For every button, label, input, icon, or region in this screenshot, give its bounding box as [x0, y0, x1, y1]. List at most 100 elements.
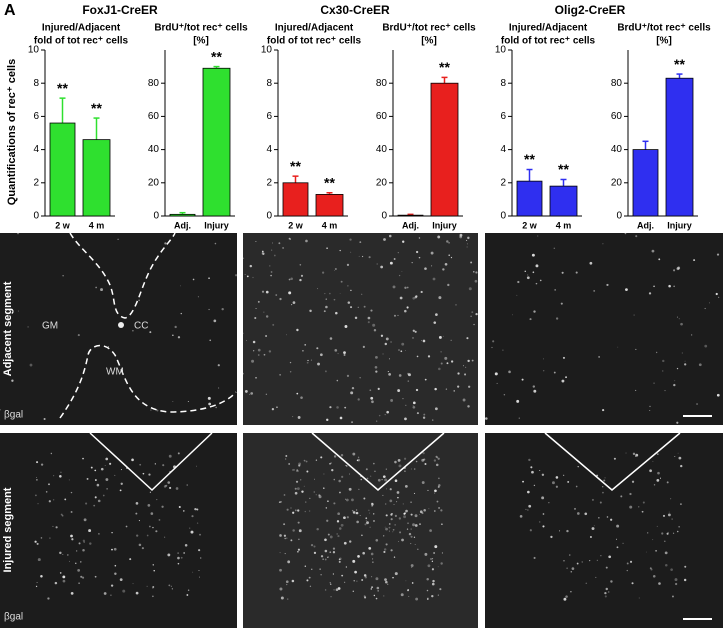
texture-dot — [40, 537, 43, 539]
texture-dot — [680, 464, 683, 468]
texture-dot — [70, 491, 73, 494]
texture-dot — [302, 350, 304, 352]
texture-dot — [401, 342, 405, 346]
texture-dot — [11, 379, 14, 382]
texture-dot — [363, 574, 367, 577]
texture-dot — [279, 374, 281, 376]
y-tick-label: 4 — [500, 144, 506, 155]
texture-dot — [375, 597, 378, 600]
texture-dot — [340, 453, 344, 457]
texture-dot — [261, 290, 265, 293]
texture-dot — [459, 235, 463, 239]
texture-dot — [196, 522, 199, 524]
texture-dot — [673, 285, 675, 288]
texture-dot — [299, 263, 302, 266]
texture-dot — [415, 597, 419, 601]
texture-dot — [392, 528, 395, 531]
chart-subtitle: fold of tot rec⁺ cells — [34, 36, 129, 47]
texture-dot — [333, 589, 335, 591]
texture-dot — [558, 530, 561, 532]
texture-dot — [421, 458, 425, 462]
texture-dot — [533, 556, 536, 559]
texture-dot — [283, 523, 286, 526]
texture-dot — [351, 386, 355, 390]
texture-dot — [177, 562, 180, 565]
texture-dot — [385, 527, 388, 531]
texture-dot — [346, 263, 350, 267]
texture-dot — [29, 363, 33, 367]
texture-dot — [355, 512, 357, 515]
texture-dot — [603, 479, 606, 482]
texture-dot — [390, 341, 392, 343]
texture-dot — [317, 288, 319, 290]
texture-dot — [399, 531, 402, 534]
texture-dot — [555, 485, 558, 488]
texture-dot — [605, 587, 609, 591]
texture-dot — [265, 290, 269, 294]
texture-dot — [283, 494, 286, 496]
significance: ** — [290, 158, 301, 174]
texture-dot — [114, 564, 117, 567]
texture-dot — [306, 470, 309, 473]
texture-dot — [662, 514, 666, 517]
texture-dot — [59, 475, 62, 478]
texture-dot — [384, 478, 388, 482]
texture-dot — [566, 529, 569, 533]
texture-dot — [604, 477, 606, 479]
texture-dot — [571, 567, 575, 570]
texture-dot — [410, 535, 413, 538]
texture-dot — [390, 549, 393, 552]
texture-dot — [334, 349, 338, 352]
texture-dot — [429, 529, 432, 532]
texture-dot — [345, 498, 349, 502]
texture-dot — [278, 501, 281, 504]
texture-dot — [542, 513, 545, 515]
bar — [49, 122, 76, 217]
texture-dot — [421, 340, 423, 342]
texture-dot — [374, 470, 376, 473]
texture-dot — [448, 242, 450, 244]
texture-dot — [525, 508, 527, 510]
texture-dot — [653, 382, 655, 384]
texture-dot — [415, 250, 419, 254]
chart-title: BrdU⁺/tot rec⁺ cells — [617, 23, 711, 34]
texture-dot — [178, 505, 181, 509]
texture-dot — [390, 513, 393, 516]
texture-dot — [561, 379, 565, 383]
x-tick-label: 4 m — [556, 220, 572, 230]
texture-dot — [407, 380, 410, 382]
texture-dot — [613, 457, 616, 460]
texture-dot — [404, 286, 407, 289]
texture-dot — [254, 317, 257, 320]
texture-dot — [664, 551, 668, 555]
y-tick-label: 4 — [33, 144, 39, 155]
texture-dot — [678, 456, 682, 460]
texture-dot — [414, 514, 418, 518]
texture-dot — [591, 498, 594, 501]
texture-dot — [308, 510, 311, 512]
texture-dot — [450, 360, 454, 363]
texture-dot — [394, 479, 398, 482]
texture-dot — [40, 575, 43, 578]
texture-dot — [394, 460, 397, 464]
texture-dot — [503, 393, 506, 396]
texture-dot — [413, 492, 416, 495]
texture-dot — [423, 508, 426, 512]
texture-dot — [129, 558, 132, 561]
texture-dot — [656, 478, 660, 482]
texture-dot — [114, 572, 117, 576]
texture-dot — [125, 525, 128, 528]
y-tick-label: 40 — [148, 144, 160, 155]
texture-dot — [288, 278, 291, 281]
texture-dot — [257, 348, 261, 352]
chart-subtitle: fold of tot rec⁺ cells — [267, 36, 362, 47]
texture-dot — [655, 351, 658, 354]
texture-dot — [352, 511, 356, 514]
texture-dot — [410, 564, 414, 567]
texture-dot — [309, 585, 312, 587]
texture-dot — [119, 578, 123, 582]
texture-dot — [315, 494, 317, 496]
texture-dot — [60, 471, 62, 474]
texture-dot — [83, 541, 85, 543]
texture-dot — [676, 316, 678, 318]
